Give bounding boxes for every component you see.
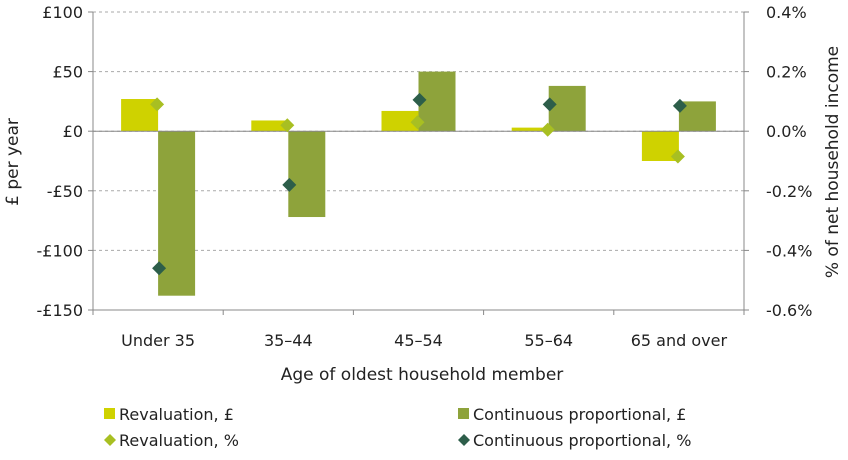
marker-continuous-pct-3: [542, 97, 557, 112]
y-axis-title: £ per year: [3, 118, 23, 206]
legend-label-2: Revaluation, %: [119, 431, 239, 450]
bar-continuous-gbp-0: [158, 131, 196, 296]
left-axis-ticks: £100 £50 £0 -£50 -£100 -£150: [37, 3, 84, 320]
markers: [150, 92, 687, 276]
bar-revaluation-gbp-3: [511, 127, 549, 132]
left-tick-label-2: £0: [63, 122, 83, 141]
x-axis-ticks: Under 35 35–44 45–54 55–64 65 and over: [121, 331, 727, 350]
bar-continuous-gbp-3: [548, 85, 586, 132]
right-tick-label-4: -0.4%: [766, 241, 812, 260]
marker-revaluation-pct-0: [150, 97, 165, 112]
x-tick-label-4: 65 and over: [631, 331, 728, 350]
right-tick-label-1: 0.2%: [766, 63, 807, 82]
left-tick-label-1: £50: [52, 63, 83, 82]
marker-revaluation-pct-2: [410, 115, 425, 130]
y2-axis-title: % of net household income: [823, 46, 843, 278]
bar-revaluation-gbp-1: [251, 120, 289, 132]
right-tick-label-5: -0.6%: [766, 301, 812, 320]
legend-label-0: Revaluation, £: [119, 405, 234, 424]
marker-continuous-pct-4: [672, 98, 687, 113]
right-tick-label-3: -0.2%: [766, 182, 812, 201]
marker-continuous-pct-2: [412, 92, 427, 107]
left-tick-label-4: -£100: [37, 241, 84, 260]
marker-revaluation-pct-4: [670, 149, 685, 164]
marker-revaluation-pct-1: [280, 118, 295, 133]
x-axis-title: Age of oldest household member: [281, 365, 564, 385]
marker-revaluation-pct-3: [540, 122, 555, 137]
legend-label-3: Continuous proportional, %: [473, 431, 691, 450]
marker-continuous-pct-1: [282, 177, 297, 192]
bar-revaluation-gbp-2: [381, 110, 419, 132]
right-tick-label-0: 0.4%: [766, 3, 807, 22]
legend-swatch-0: [104, 408, 115, 419]
bar-continuous-gbp-1: [288, 131, 326, 218]
legend-label-1: Continuous proportional, £: [473, 405, 686, 424]
axes: [88, 11, 749, 315]
legend-swatch-3: [458, 434, 470, 446]
marker-continuous-pct-0: [152, 261, 167, 276]
x-tick-label-1: 35–44: [264, 331, 313, 350]
right-tick-label-2: 0.0%: [766, 122, 807, 141]
left-tick-label-3: -£50: [47, 182, 83, 201]
right-axis-ticks: 0.4% 0.2% 0.0% -0.2% -0.4% -0.6%: [766, 3, 812, 320]
legend-swatch-2: [104, 434, 116, 446]
legend-swatch-1: [458, 408, 469, 419]
x-tick-label-2: 45–54: [394, 331, 443, 350]
left-tick-label-5: -£150: [37, 301, 84, 320]
legend: Revaluation, £ Continuous proportional, £…: [104, 405, 691, 450]
x-tick-label-0: Under 35: [121, 331, 195, 350]
x-tick-label-3: 55–64: [524, 331, 573, 350]
bars: [121, 71, 716, 296]
left-tick-label-0: £100: [42, 3, 83, 22]
